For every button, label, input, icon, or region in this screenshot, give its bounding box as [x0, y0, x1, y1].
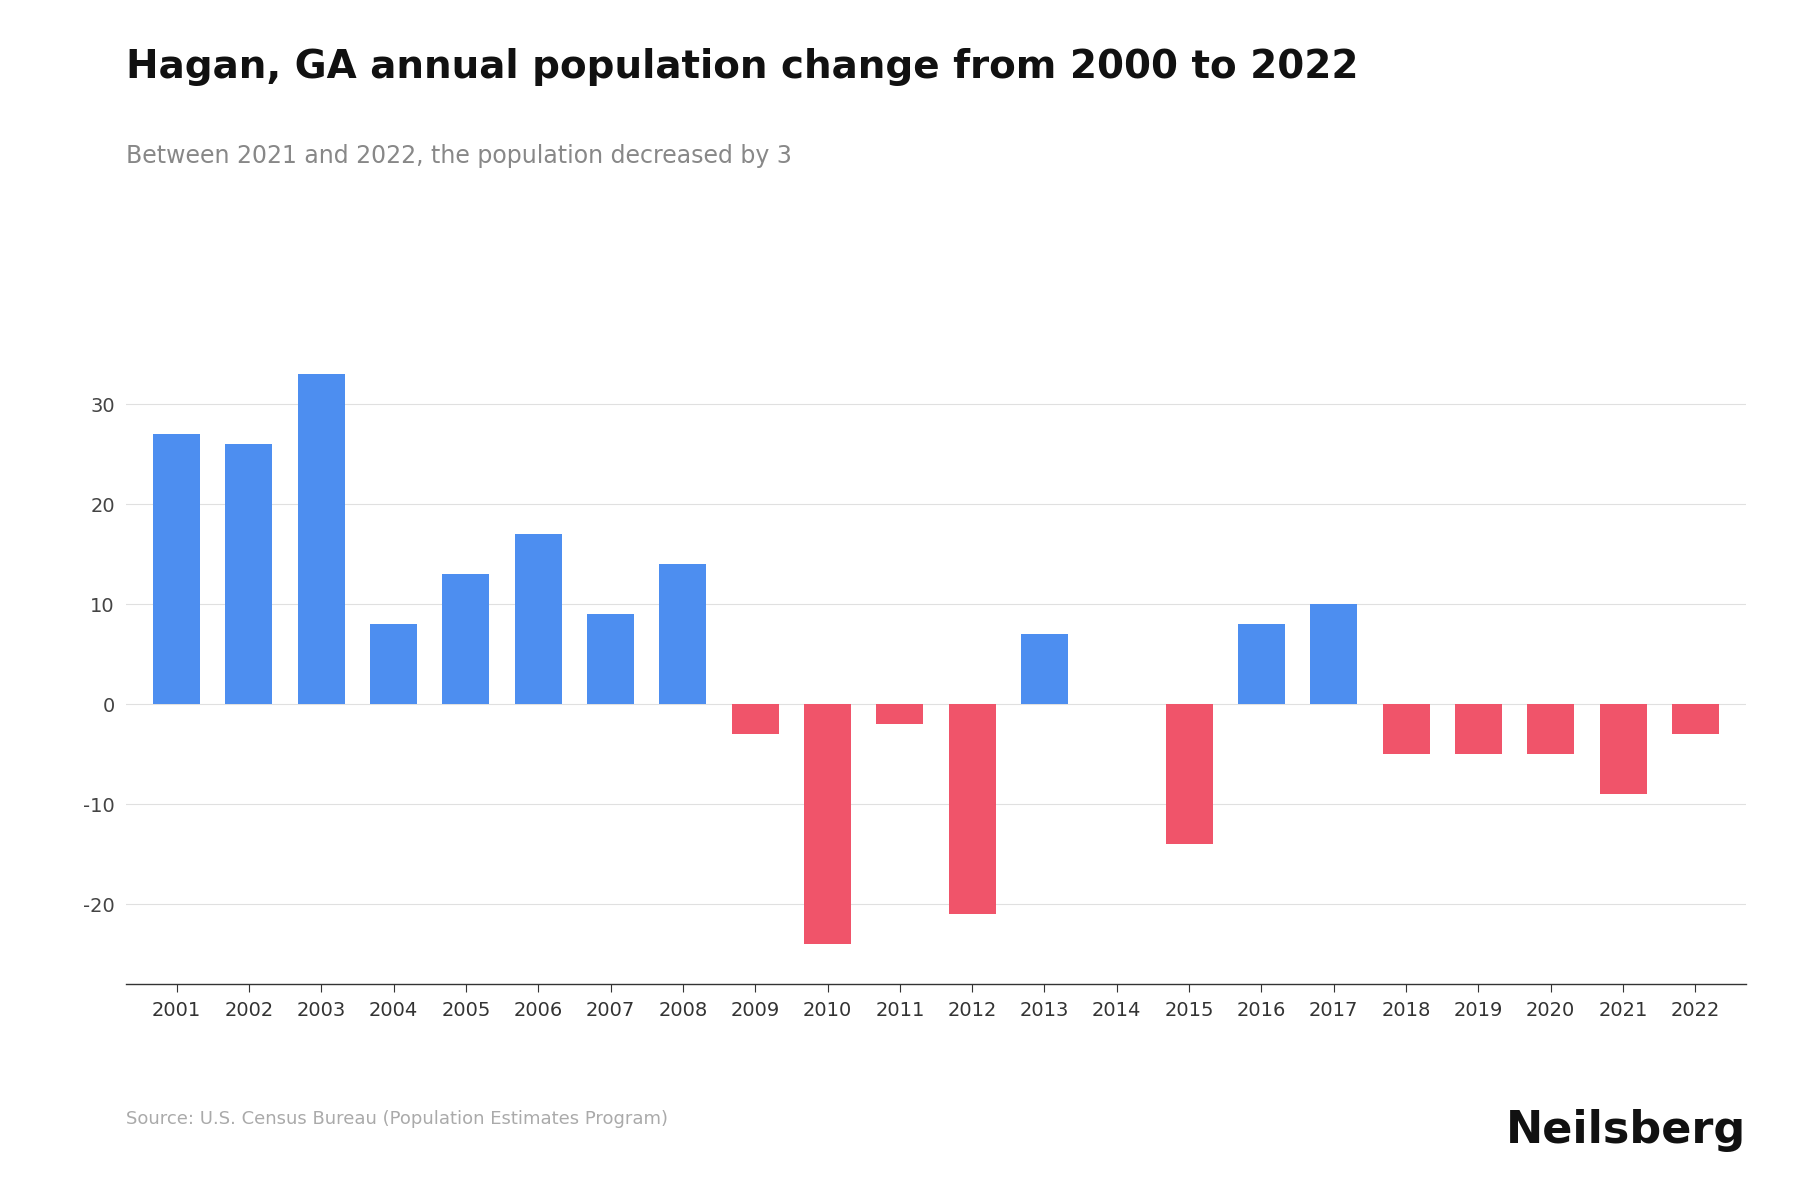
Text: Neilsberg: Neilsberg — [1507, 1109, 1746, 1152]
Bar — [587, 614, 634, 704]
Bar — [515, 534, 562, 704]
Bar — [1600, 704, 1647, 794]
Bar — [1454, 704, 1501, 754]
Bar — [1382, 704, 1429, 754]
Bar — [153, 434, 200, 704]
Bar — [1166, 704, 1213, 844]
Bar — [1526, 704, 1575, 754]
Bar — [805, 704, 851, 944]
Bar — [225, 444, 272, 704]
Bar — [1310, 604, 1357, 704]
Bar — [297, 374, 346, 704]
Bar — [949, 704, 995, 914]
Bar — [877, 704, 923, 724]
Bar — [443, 574, 490, 704]
Text: Between 2021 and 2022, the population decreased by 3: Between 2021 and 2022, the population de… — [126, 144, 792, 168]
Bar — [731, 704, 779, 734]
Bar — [371, 624, 418, 704]
Bar — [1238, 624, 1285, 704]
Bar — [1672, 704, 1719, 734]
Bar — [659, 564, 706, 704]
Text: Hagan, GA annual population change from 2000 to 2022: Hagan, GA annual population change from … — [126, 48, 1359, 86]
Bar — [1021, 634, 1067, 704]
Text: Source: U.S. Census Bureau (Population Estimates Program): Source: U.S. Census Bureau (Population E… — [126, 1110, 668, 1128]
